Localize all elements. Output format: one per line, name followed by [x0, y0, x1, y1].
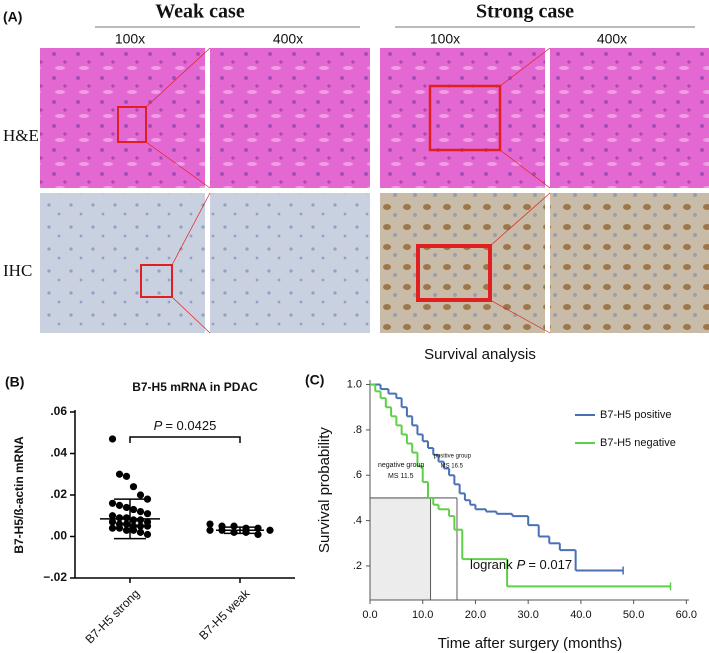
data-point	[136, 491, 145, 499]
data-point	[122, 503, 131, 512]
data-point	[136, 516, 145, 524]
data-point	[206, 526, 214, 534]
data-point	[129, 516, 138, 524]
p-symbol: P	[154, 418, 163, 433]
median-shade	[370, 497, 431, 600]
data-point	[143, 495, 152, 503]
annotation: negative group	[378, 462, 424, 469]
tick-label: 10.0	[412, 609, 433, 621]
data-point	[136, 522, 145, 530]
p-symbol: P	[517, 557, 526, 572]
data-point	[115, 470, 124, 478]
panel-label: (A)	[3, 9, 22, 25]
data-point	[108, 435, 117, 443]
row-label: IHC	[3, 261, 32, 280]
row-label: H&E	[3, 126, 39, 145]
data-point	[108, 499, 117, 507]
x-axis-label: Time after surgery (months)	[438, 635, 623, 652]
data-point	[254, 530, 262, 539]
tick-label: .02	[50, 487, 67, 501]
micrograph	[210, 193, 370, 333]
data-point	[115, 524, 124, 532]
annotation: MS 16.5	[441, 464, 464, 470]
micrograph	[380, 193, 545, 333]
tick-label: .4	[353, 515, 362, 527]
legend-label: B7-H5 positive	[600, 409, 672, 421]
micrograph	[550, 193, 709, 333]
data-point	[115, 501, 124, 509]
data-point	[129, 526, 138, 534]
data-point	[129, 505, 138, 514]
micrograph	[380, 48, 545, 188]
logrank-label: logrank P = 0.017	[470, 557, 572, 572]
tick-label: 40.0	[570, 609, 591, 621]
legend-label: B7-H5 negative	[600, 437, 676, 449]
micrograph	[550, 48, 709, 188]
data-point	[266, 526, 274, 534]
data-point	[108, 518, 117, 526]
p-value: = 0.0425	[165, 418, 216, 433]
panel-label: (C)	[305, 372, 324, 388]
data-point	[143, 530, 152, 539]
x-tick-label: B7-H5 strong	[82, 586, 142, 646]
y-axis-label: B7-H5/ß-actin mRNA	[12, 436, 26, 554]
data-point	[108, 512, 117, 520]
y-axis-label: Survival probability	[316, 427, 333, 553]
micrograph	[40, 193, 205, 333]
tick-label: .2	[353, 560, 362, 572]
data-point	[122, 526, 131, 534]
data-point	[122, 514, 131, 522]
group-title: Weak case	[155, 1, 245, 23]
group-title: Strong case	[476, 1, 574, 23]
significance-label: P = 0.0425	[154, 418, 217, 433]
micrograph	[210, 48, 370, 188]
zoom-boxes	[117, 47, 551, 334]
data-point	[143, 510, 152, 518]
p-value: = 0.017	[528, 557, 572, 572]
data-point	[136, 528, 145, 536]
tick-label: −.02	[43, 570, 67, 584]
annotation: MS 11.5	[388, 473, 414, 480]
magnification: 400x	[273, 31, 303, 47]
data-point	[143, 522, 152, 530]
tick-label: .8	[353, 424, 362, 436]
panel-label: (B)	[5, 374, 24, 390]
data-point	[108, 524, 117, 532]
tick-label: .04	[50, 446, 67, 460]
magnification: 400x	[597, 31, 627, 47]
data-point	[206, 520, 214, 528]
data-point	[230, 522, 238, 530]
tick-label: .6	[353, 469, 362, 481]
data-point	[122, 472, 131, 480]
chart-title: B7-H5 mRNA in PDAC	[132, 380, 258, 394]
tick-label: .06	[50, 404, 67, 418]
data-point	[115, 514, 124, 522]
logrank-prefix: logrank	[470, 557, 513, 572]
magnification: 100x	[430, 31, 460, 47]
tick-label: 20.0	[465, 609, 486, 621]
tick-label: 60.0	[676, 609, 697, 621]
chart-title: Survival analysis	[424, 346, 536, 363]
tick-label: 0.0	[362, 609, 377, 621]
tick-label: .00	[50, 529, 67, 543]
tick-label: 50.0	[623, 609, 644, 621]
data-point	[122, 520, 131, 528]
tick-label: 30.0	[517, 609, 538, 621]
magnification: 100x	[115, 31, 145, 47]
tick-label: 1.0	[347, 378, 362, 390]
annotation: positive group	[434, 454, 472, 460]
significance-bracket	[129, 436, 241, 443]
x-tick-label: B7-H5 weak	[196, 586, 253, 643]
data-point	[129, 483, 138, 491]
data-point	[136, 508, 145, 516]
